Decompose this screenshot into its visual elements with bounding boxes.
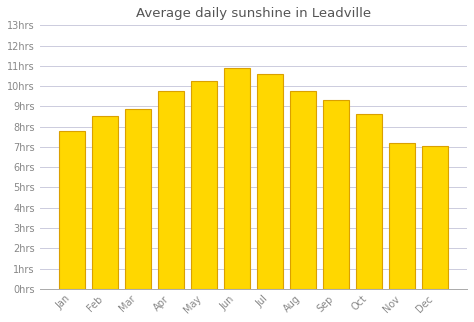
Bar xyxy=(125,109,151,289)
Bar xyxy=(158,91,184,289)
Bar xyxy=(59,131,85,289)
Bar xyxy=(92,117,118,289)
Bar xyxy=(257,74,283,289)
Bar xyxy=(422,146,447,289)
Title: Average daily sunshine in Leadville: Average daily sunshine in Leadville xyxy=(136,7,371,20)
Bar xyxy=(191,81,217,289)
Bar xyxy=(323,100,349,289)
Bar xyxy=(356,115,382,289)
Bar xyxy=(290,91,316,289)
Bar xyxy=(224,68,250,289)
Bar xyxy=(389,143,415,289)
